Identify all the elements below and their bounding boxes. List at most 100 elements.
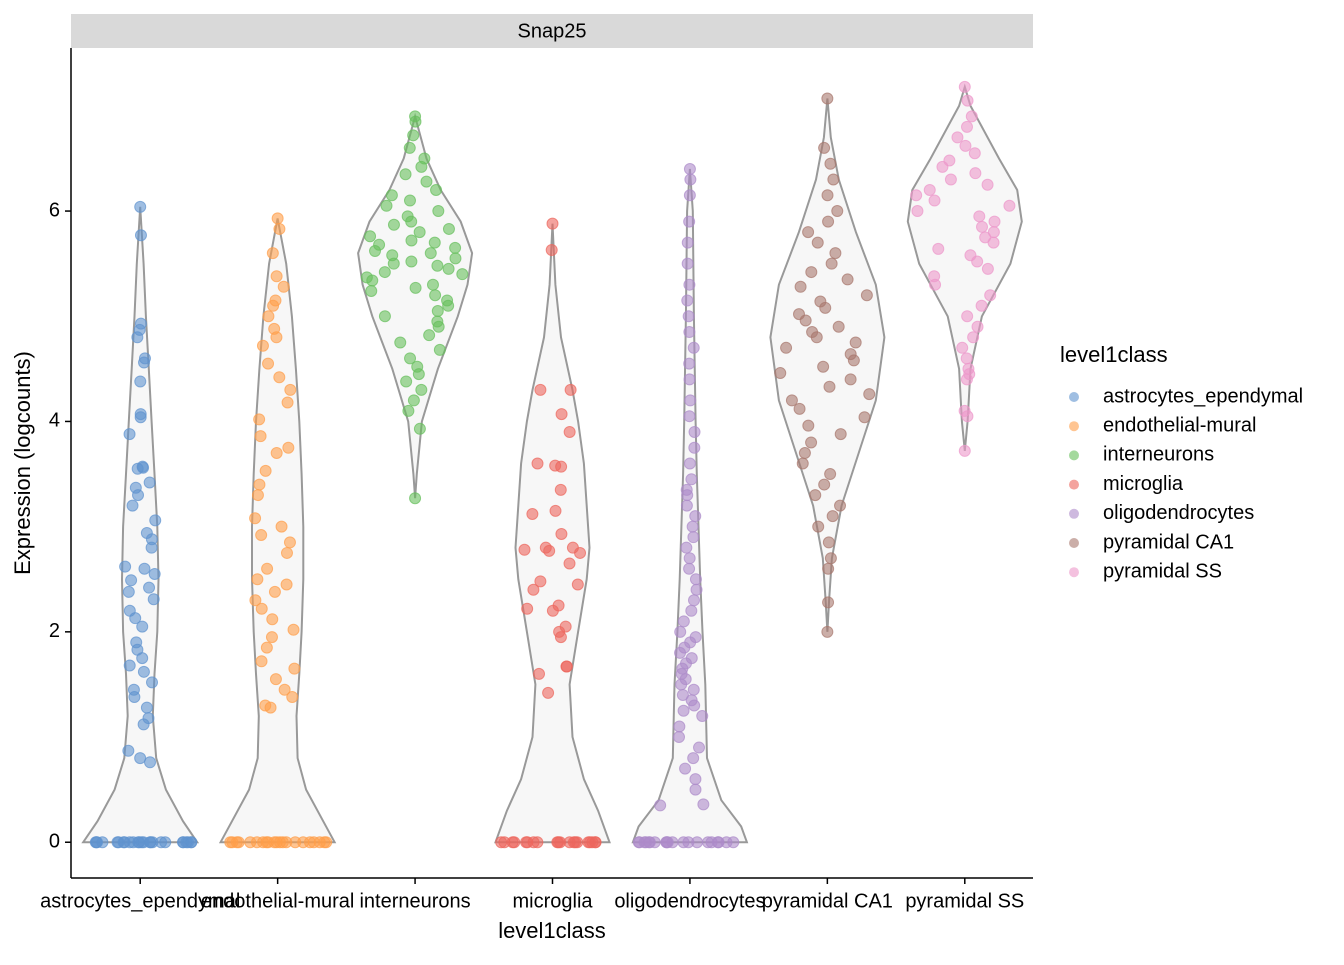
- point: [125, 574, 138, 587]
- point: [527, 583, 540, 596]
- legend-label: astrocytes_ependymal: [1103, 385, 1303, 407]
- x-tick-label: pyramidal CA1: [762, 890, 893, 912]
- point: [822, 562, 835, 575]
- point: [683, 326, 696, 339]
- point: [442, 262, 455, 275]
- point: [910, 189, 923, 202]
- point: [796, 457, 809, 470]
- point: [148, 567, 161, 580]
- point: [138, 562, 151, 575]
- point: [818, 141, 831, 154]
- point: [987, 236, 1000, 249]
- point: [123, 428, 136, 441]
- point: [137, 718, 150, 731]
- point: [280, 546, 293, 559]
- x-tick-label: astrocytes_ependymal: [40, 890, 240, 912]
- point: [134, 752, 147, 765]
- point: [545, 243, 558, 256]
- point: [527, 836, 540, 849]
- point: [582, 836, 595, 849]
- point: [819, 301, 832, 314]
- point: [269, 673, 282, 686]
- point: [571, 578, 584, 591]
- point: [689, 773, 702, 786]
- point: [988, 215, 1001, 228]
- point: [249, 512, 262, 525]
- y-axis-label: Expression (logcounts): [10, 351, 35, 575]
- point: [432, 205, 445, 218]
- point: [144, 756, 157, 769]
- y-tick-label: 6: [49, 199, 60, 221]
- point: [981, 178, 994, 191]
- point: [449, 241, 462, 254]
- point: [307, 836, 320, 849]
- point: [140, 701, 153, 714]
- point: [675, 678, 688, 691]
- point: [965, 110, 978, 123]
- point: [683, 189, 696, 202]
- legend-label: pyramidal CA1: [1103, 531, 1234, 553]
- point: [413, 226, 426, 239]
- point: [563, 425, 576, 438]
- point: [255, 602, 268, 615]
- point: [409, 492, 422, 505]
- point: [683, 552, 696, 565]
- point: [674, 646, 687, 659]
- point: [774, 367, 787, 380]
- point: [134, 411, 147, 424]
- point: [277, 280, 290, 293]
- point: [281, 396, 294, 409]
- point: [131, 331, 144, 344]
- point: [567, 836, 580, 849]
- point: [387, 257, 400, 270]
- point: [681, 489, 694, 502]
- point: [799, 314, 812, 327]
- point: [682, 310, 695, 323]
- point: [555, 460, 568, 473]
- point: [969, 167, 982, 180]
- point: [555, 408, 568, 421]
- point: [683, 373, 696, 386]
- point: [385, 189, 398, 202]
- point: [809, 489, 822, 502]
- legend-title: level1class: [1060, 342, 1168, 367]
- point: [961, 310, 974, 323]
- point: [143, 581, 156, 594]
- point: [555, 528, 568, 541]
- point: [552, 836, 565, 849]
- legend-marker: [1069, 508, 1079, 519]
- point: [549, 504, 562, 517]
- point: [860, 289, 873, 302]
- point: [278, 683, 291, 696]
- point: [284, 383, 297, 396]
- point: [146, 676, 159, 689]
- point: [689, 573, 702, 586]
- point: [253, 478, 266, 491]
- point: [132, 489, 145, 502]
- point: [673, 720, 686, 733]
- point: [687, 752, 700, 765]
- point: [674, 625, 687, 638]
- point: [805, 266, 818, 279]
- point: [402, 404, 415, 417]
- point: [280, 578, 293, 591]
- point: [270, 447, 283, 460]
- point: [911, 205, 924, 218]
- point: [697, 798, 710, 811]
- legend-label: oligodendrocytes: [1103, 502, 1254, 524]
- y-tick-label: 0: [49, 831, 60, 853]
- point: [960, 373, 973, 386]
- point: [1003, 199, 1016, 212]
- point: [365, 285, 378, 298]
- point: [975, 299, 988, 312]
- point: [442, 222, 455, 235]
- point: [380, 199, 393, 212]
- point: [526, 508, 539, 521]
- point: [829, 247, 842, 260]
- violin: [357, 112, 474, 499]
- point: [679, 762, 692, 775]
- point: [676, 688, 689, 701]
- point: [680, 541, 693, 554]
- point: [923, 184, 936, 197]
- point: [847, 354, 860, 367]
